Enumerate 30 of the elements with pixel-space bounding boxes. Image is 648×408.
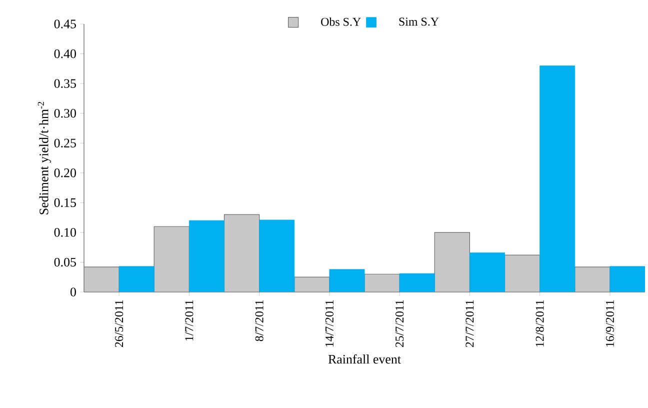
x-tick-label: 25/7/2011: [396, 300, 404, 348]
bar: [224, 214, 260, 292]
bar: [434, 232, 470, 292]
legend-label: Obs S.Y: [321, 17, 361, 26]
x-tick-label: 1/7/2011: [185, 300, 194, 341]
x-tick-label: 27/7/2011: [466, 300, 474, 348]
y-tick-label: 0.20: [54, 168, 76, 178]
y-tick-label: 0.30: [54, 108, 76, 118]
x-tick-label: 16/9/2011: [606, 300, 614, 347]
bar: [84, 266, 120, 292]
bar: [364, 274, 400, 292]
x-axis-title: Rainfall event: [328, 354, 401, 364]
y-tick-label: 0.15: [54, 198, 76, 208]
y-tick-label: 0.40: [54, 49, 76, 58]
x-tick-label: 12/8/2011: [536, 300, 544, 347]
bar: [574, 266, 610, 292]
x-tick-label: 8/7/2011: [255, 300, 264, 342]
bar: [504, 254, 540, 292]
x-tick-label: 26/5/2011: [115, 300, 124, 348]
y-tick-label: 0: [70, 288, 76, 296]
bar: [154, 226, 190, 292]
y-axis-title: Sediment yield/t·hm$^{-2}$: [38, 102, 51, 214]
legend-label: Sim S.Y: [399, 18, 439, 26]
y-tick-label: 0.10: [54, 228, 76, 237]
y-tick-label: 0.35: [54, 79, 76, 88]
x-tick-label: 14/7/2011: [325, 300, 334, 347]
y-tick-label: 0.25: [54, 138, 76, 148]
bar: [294, 276, 330, 292]
y-tick-label: 0.05: [54, 258, 76, 267]
y-tick-label: 0.45: [54, 20, 76, 28]
